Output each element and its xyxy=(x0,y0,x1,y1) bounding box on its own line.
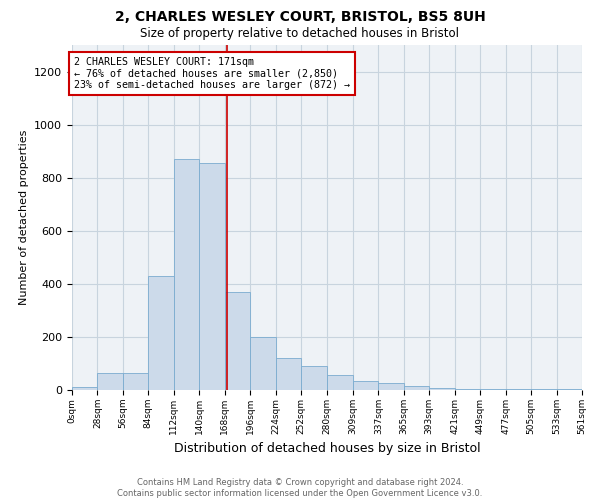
Bar xyxy=(225,292,250,390)
Bar xyxy=(404,386,429,390)
Bar xyxy=(379,384,404,390)
Bar xyxy=(97,373,123,390)
Y-axis label: Number of detached properties: Number of detached properties xyxy=(19,130,29,305)
Bar xyxy=(148,276,174,390)
Bar xyxy=(353,380,379,390)
Bar xyxy=(455,388,480,390)
Text: Contains HM Land Registry data © Crown copyright and database right 2024.
Contai: Contains HM Land Registry data © Crown c… xyxy=(118,478,482,498)
Bar xyxy=(326,376,353,390)
Bar xyxy=(275,358,301,390)
Text: Size of property relative to detached houses in Bristol: Size of property relative to detached ho… xyxy=(140,28,460,40)
Bar xyxy=(301,366,326,390)
Bar xyxy=(250,337,275,390)
X-axis label: Distribution of detached houses by size in Bristol: Distribution of detached houses by size … xyxy=(173,442,481,456)
Bar xyxy=(123,373,148,390)
Bar xyxy=(480,388,506,390)
Text: 2, CHARLES WESLEY COURT, BRISTOL, BS5 8UH: 2, CHARLES WESLEY COURT, BRISTOL, BS5 8U… xyxy=(115,10,485,24)
Text: 2 CHARLES WESLEY COURT: 171sqm
← 76% of detached houses are smaller (2,850)
23% : 2 CHARLES WESLEY COURT: 171sqm ← 76% of … xyxy=(74,57,350,90)
Bar xyxy=(429,388,455,390)
Bar xyxy=(174,159,199,390)
Bar xyxy=(557,388,582,390)
Bar xyxy=(72,388,97,390)
Bar xyxy=(199,163,225,390)
